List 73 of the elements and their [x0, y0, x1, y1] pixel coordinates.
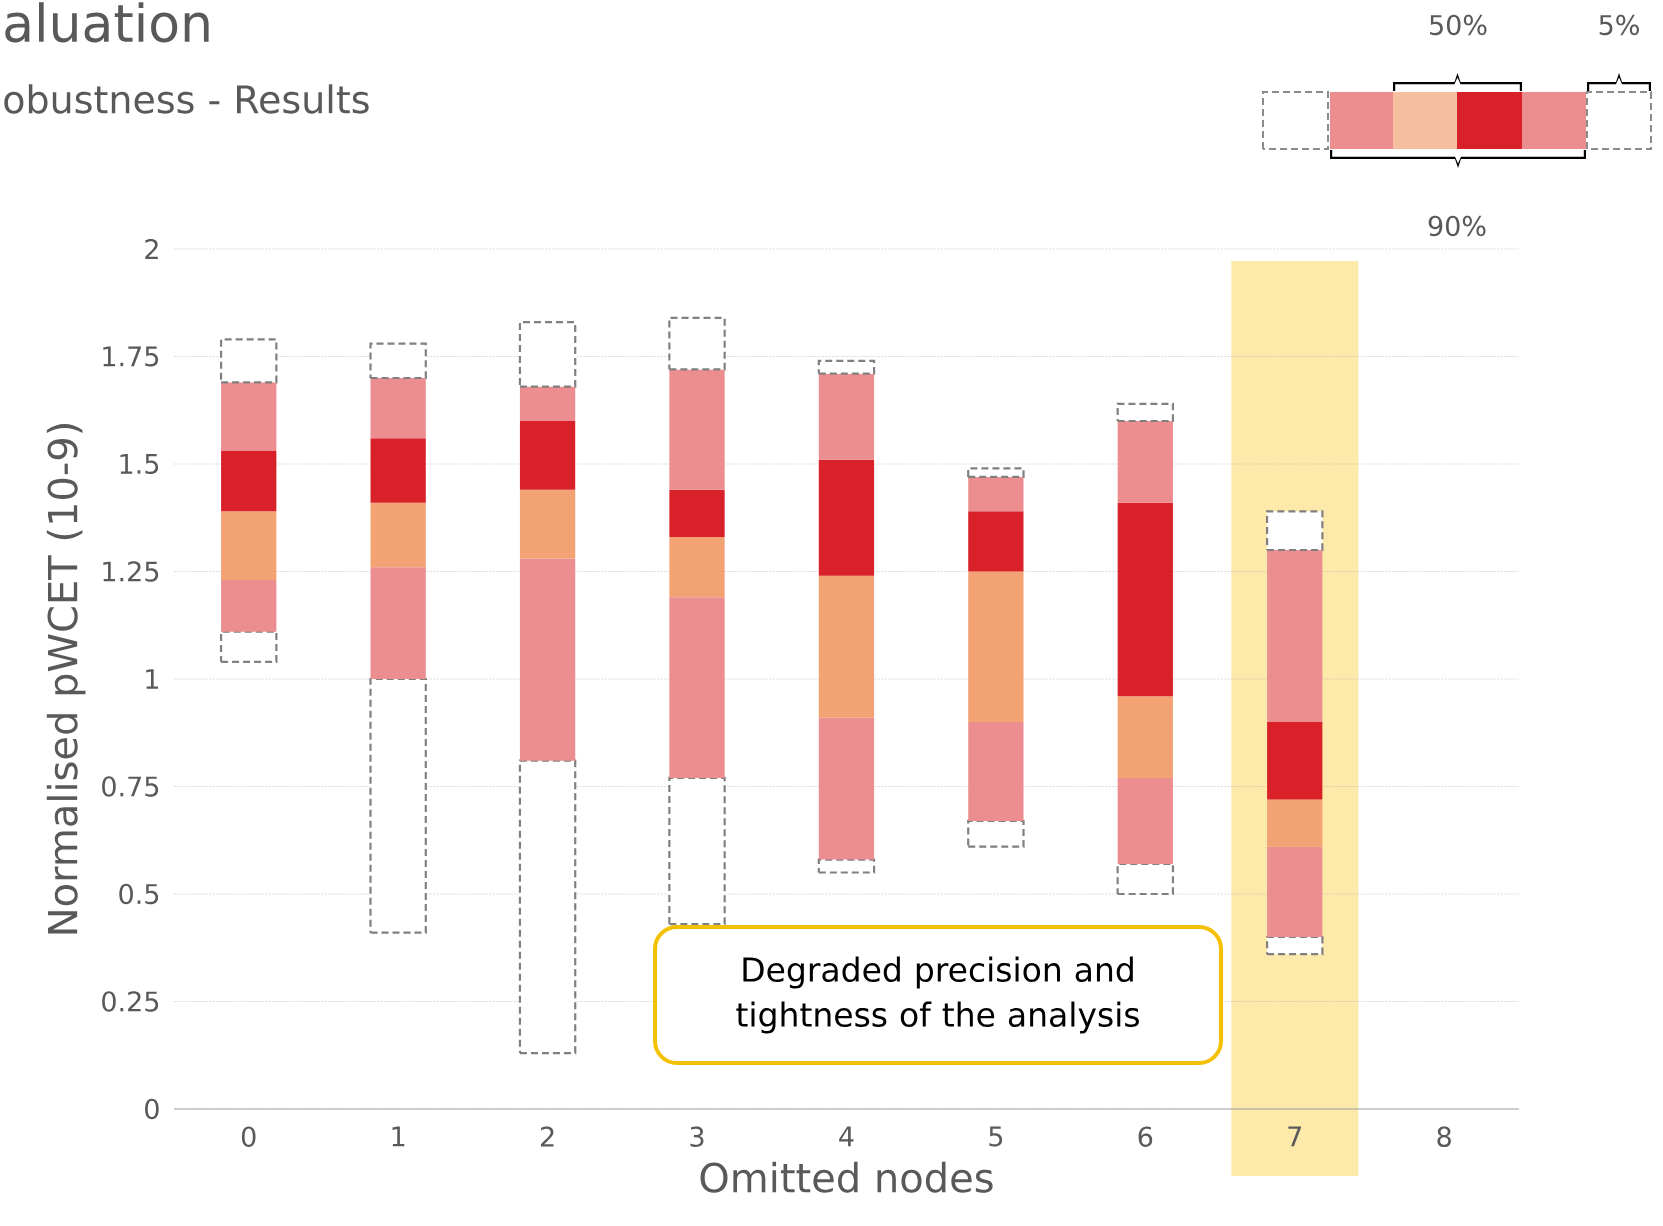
- annotation: Degraded precision and tightness of the analysis: [736, 956, 1139, 1034]
- bar: [370, 567, 426, 679]
- bar: [669, 537, 725, 598]
- y-tick-label: 0.5: [119, 883, 159, 905]
- x-tick-label: 1: [392, 1126, 405, 1147]
- bar: [967, 467, 1025, 478]
- bar: [1117, 502, 1173, 697]
- bar: [519, 420, 576, 490]
- bar: [968, 571, 1024, 722]
- y-axis-title: Normalised pWCET (10-9): [46, 424, 86, 934]
- bar: [369, 677, 427, 934]
- bar: [968, 476, 1024, 512]
- bar: [1267, 799, 1323, 847]
- bar: [817, 858, 876, 874]
- bar: [221, 511, 277, 581]
- y-tick-label: 0: [145, 1098, 159, 1120]
- bar: [519, 386, 576, 421]
- bar: [518, 320, 577, 388]
- x-tick-label: 5: [989, 1126, 1003, 1147]
- bar: [519, 489, 576, 559]
- bar: [1265, 510, 1324, 552]
- y-tick-label: 1: [146, 669, 158, 689]
- x-tick-label: 4: [839, 1126, 854, 1147]
- text: 90%: [1428, 215, 1486, 237]
- x-tick-label: 6: [1138, 1126, 1153, 1147]
- y-tick-label: 1.75: [103, 346, 159, 367]
- x-tick-label: 2: [540, 1126, 554, 1147]
- chart-subtitle: obustness - Results: [4, 84, 369, 114]
- bar: [818, 717, 875, 860]
- bar: [1267, 846, 1323, 937]
- x-tick-label: 3: [690, 1126, 704, 1147]
- x-tick-label: 7: [1288, 1126, 1302, 1147]
- bar: [669, 489, 725, 538]
- y-tick-label: 2: [145, 238, 158, 260]
- bar: [519, 558, 576, 761]
- bar: [1267, 549, 1323, 722]
- bar: [221, 580, 277, 632]
- bar: [518, 759, 577, 1055]
- bar: [1267, 721, 1323, 800]
- bar: [1117, 696, 1173, 778]
- bar: [818, 575, 875, 718]
- bar: [968, 511, 1024, 572]
- x-axis-title: Omitted nodes: [700, 1161, 993, 1193]
- bar: [818, 373, 875, 460]
- bar: [1265, 935, 1324, 956]
- bar: [967, 819, 1025, 848]
- bar: [370, 438, 426, 503]
- text: 5%: [1599, 14, 1639, 36]
- bar: [219, 630, 278, 663]
- bar: [668, 316, 726, 371]
- bar: [221, 382, 277, 452]
- bar: [669, 597, 725, 778]
- chart-title: aluation: [5, 2, 209, 43]
- bar: [1117, 777, 1173, 864]
- bar: [968, 721, 1024, 821]
- y-tick-label: 0.75: [102, 776, 159, 797]
- bar: [369, 342, 427, 380]
- x-tick-label: 0: [241, 1126, 256, 1147]
- text: 50%: [1430, 14, 1487, 36]
- bar: [1116, 402, 1175, 423]
- bar: [370, 502, 426, 568]
- bar: [221, 451, 277, 512]
- bar: [370, 377, 426, 439]
- y-tick-label: 0.25: [102, 991, 159, 1012]
- y-tick-label: 1.25: [103, 561, 159, 582]
- bar: [1116, 862, 1175, 896]
- bar: [1117, 420, 1173, 503]
- y-tick-label: 1.5: [120, 453, 159, 475]
- bar: [818, 459, 875, 576]
- bar: [219, 338, 278, 384]
- bar: [817, 359, 876, 375]
- bar: [669, 369, 725, 490]
- x-tick-label: 8: [1437, 1126, 1451, 1147]
